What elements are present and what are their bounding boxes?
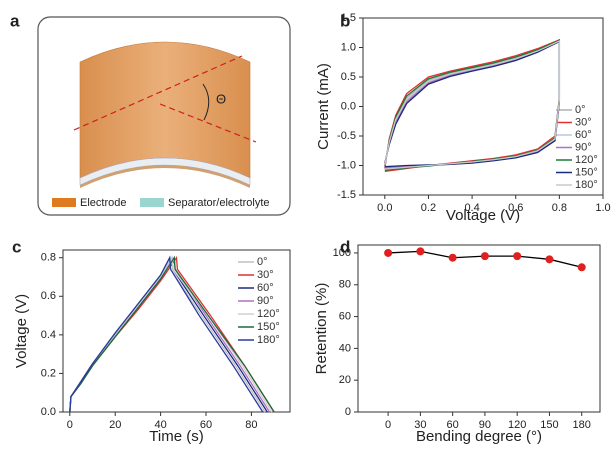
legend-label: 180° — [575, 179, 598, 191]
y-tick-label: 0 — [345, 406, 351, 418]
y-tick-label: 1.0 — [341, 41, 356, 53]
series-line — [384, 39, 561, 171]
legend-label: Electrode — [80, 197, 126, 209]
electrode-sheet — [79, 41, 251, 179]
x-tick-label: 60 — [200, 419, 212, 431]
x-tick-label: 150 — [540, 419, 558, 431]
y-tick-label: 80 — [339, 279, 351, 291]
x-axis-title: Bending degree (°) — [416, 428, 542, 445]
x-axis-title: Voltage (V) — [446, 207, 520, 224]
legend-label: 150° — [575, 166, 598, 178]
x-tick-label: 20 — [109, 419, 121, 431]
y-tick-label: 0.2 — [41, 367, 56, 379]
series-line — [69, 255, 264, 413]
x-tick-label: 0.8 — [552, 202, 567, 214]
data-point — [416, 247, 425, 256]
x-tick-label: 0.4 — [464, 202, 479, 214]
y-tick-label: -0.5 — [337, 130, 356, 142]
y-tick-label: 0.0 — [41, 406, 56, 418]
y-tick-label: 0.5 — [341, 71, 356, 83]
angle-label: Θ — [216, 91, 226, 106]
x-tick-label: 0 — [385, 419, 391, 431]
panel: c 0 20 40 60 80 0.0 0.2 0.4 0.6 0.8 Time (s) Voltage… — [12, 237, 291, 445]
panel: b 0.0 0.2 0.4 0.6 0.8 1.0 -1.5 -1.0 -0.5 0.0 0.5 1.0… — [315, 11, 611, 223]
data-point — [513, 252, 522, 261]
x-tick-label: 90 — [479, 419, 491, 431]
legend-label: Separator/electrolyte — [168, 197, 270, 209]
electrode-under — [80, 165, 250, 188]
data-point — [545, 255, 554, 264]
y-axis-title: Retention (%) — [313, 283, 330, 375]
panel-label: a — [10, 11, 20, 30]
legend-label: 90° — [575, 141, 592, 153]
legend-label: 60° — [257, 282, 274, 294]
plot-frame — [62, 249, 291, 413]
data-point — [577, 263, 586, 272]
x-tick-label: 0 — [67, 419, 73, 431]
panel-label: c — [12, 237, 21, 256]
legend-swatch — [52, 198, 76, 207]
legend-label: 30° — [257, 269, 274, 281]
y-tick-label: 60 — [339, 310, 351, 322]
x-tick-label: 0.0 — [377, 202, 392, 214]
data-point — [384, 248, 393, 257]
series-line — [69, 255, 271, 413]
legend-label: 90° — [257, 295, 274, 307]
series-line — [69, 255, 268, 413]
series-line — [384, 40, 561, 170]
series-line — [69, 255, 275, 413]
series-line — [384, 39, 561, 170]
x-tick-label: 1.0 — [595, 202, 610, 214]
legend-label: 0° — [575, 104, 586, 116]
y-tick-label: -1.5 — [337, 189, 356, 201]
x-tick-label: 180 — [573, 419, 591, 431]
panel-label: b — [340, 11, 350, 30]
data-point — [480, 252, 489, 261]
legend-swatch — [140, 198, 164, 207]
series-line — [69, 255, 273, 413]
y-tick-label: 0.8 — [41, 252, 56, 264]
panel: d 0 30 60 90 120 150 180 0 20 40 60 80 100 Bending deg… — [313, 237, 601, 445]
y-tick-label: 20 — [339, 374, 351, 386]
y-tick-label: 1.5 — [341, 12, 356, 24]
y-tick-label: -1.0 — [337, 159, 356, 171]
data-point — [448, 253, 457, 262]
legend-label: 150° — [257, 321, 280, 333]
series-line — [384, 40, 561, 168]
y-tick-label: 0.0 — [341, 100, 356, 112]
panel-label: d — [340, 237, 350, 256]
angle-arc — [202, 83, 210, 121]
dashed-line — [73, 55, 243, 131]
legend-label: 120° — [257, 308, 280, 320]
y-axis-title: Current (mA) — [315, 63, 332, 150]
y-tick-label: 0.6 — [41, 290, 56, 302]
x-tick-label: 0.6 — [508, 202, 523, 214]
y-axis-title: Voltage (V) — [13, 294, 30, 368]
y-tick-label: 0.4 — [41, 329, 56, 341]
x-tick-label: 80 — [245, 419, 257, 431]
x-tick-label: 0.2 — [421, 202, 436, 214]
plot-frame — [357, 244, 601, 413]
dashed-line — [159, 103, 257, 143]
y-tick-label: 40 — [339, 342, 351, 354]
x-tick-label: 60 — [447, 419, 459, 431]
panel-a: a Θ Electrode Separator/electrolyte — [10, 11, 291, 216]
x-tick-label: 30 — [414, 419, 426, 431]
series-line — [384, 40, 561, 169]
series-line — [69, 255, 266, 413]
series-line — [69, 255, 275, 413]
legend-label: 0° — [257, 256, 268, 268]
x-axis-title: Time (s) — [149, 428, 203, 445]
legend-label: 30° — [575, 116, 592, 128]
legend-label: 120° — [575, 154, 598, 166]
y-tick-label: 100 — [333, 247, 351, 259]
legend-label: 60° — [575, 129, 592, 141]
x-tick-label: 40 — [154, 419, 166, 431]
legend-label: 180° — [257, 334, 280, 346]
x-tick-label: 120 — [508, 419, 526, 431]
